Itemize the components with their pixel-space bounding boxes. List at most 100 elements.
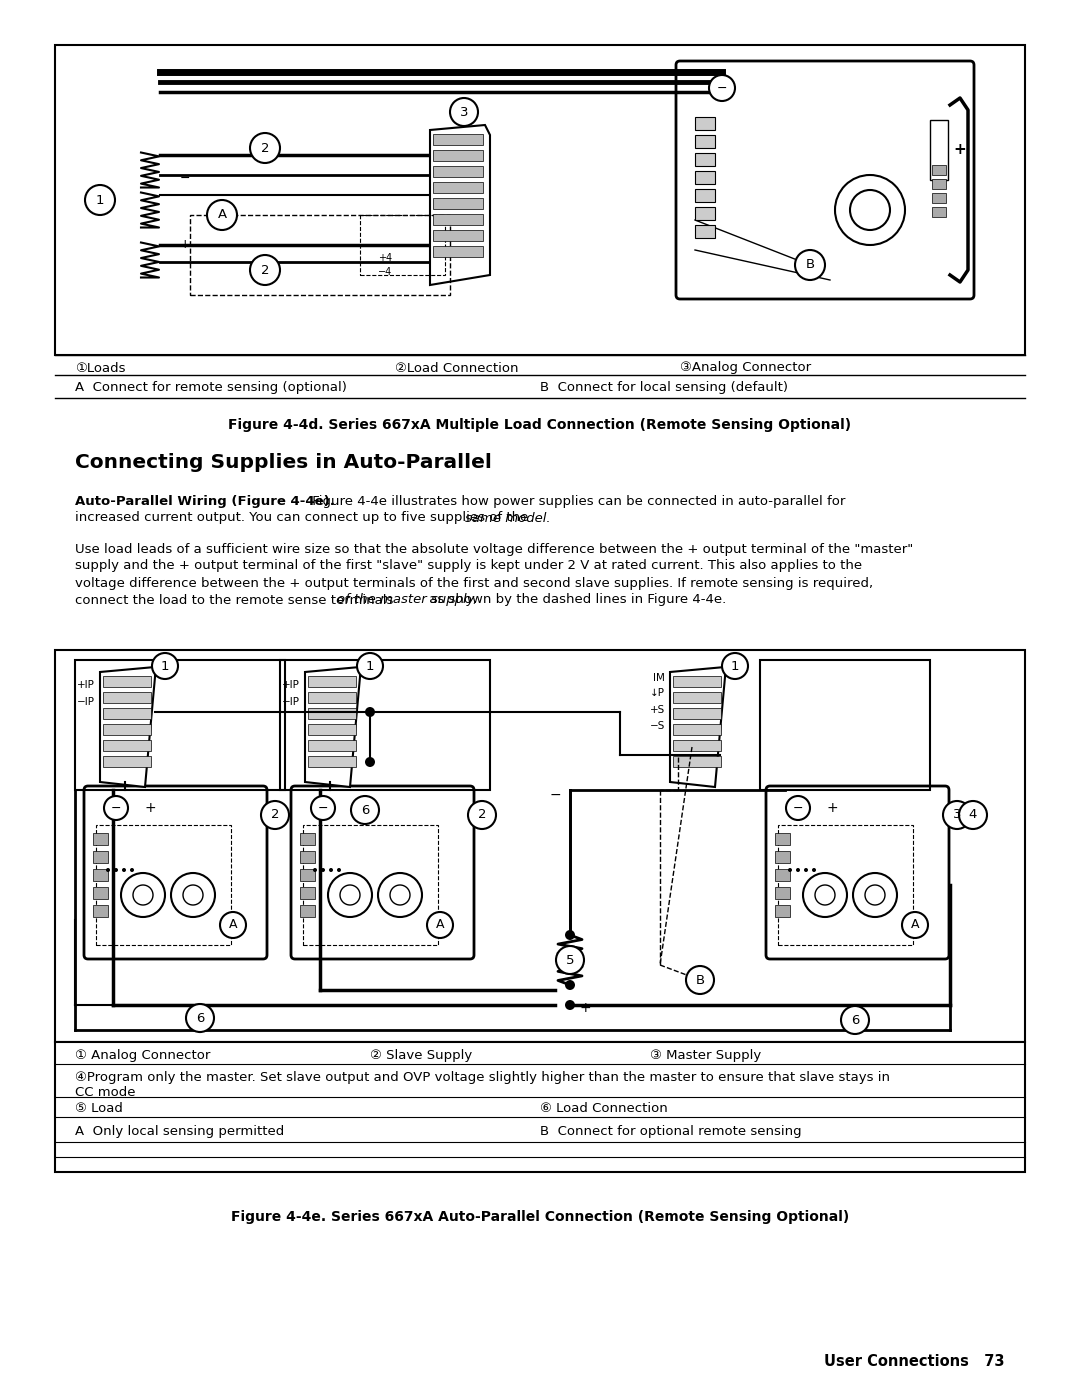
Text: ③ Master Supply: ③ Master Supply: [650, 1049, 761, 1062]
Bar: [433, 149, 483, 161]
Circle shape: [329, 868, 333, 872]
Circle shape: [788, 868, 792, 872]
Bar: [775, 851, 789, 863]
Bar: [93, 905, 108, 916]
FancyBboxPatch shape: [291, 787, 474, 958]
Circle shape: [106, 868, 110, 872]
Bar: [93, 869, 108, 882]
Bar: [103, 740, 151, 752]
Text: 6: 6: [361, 803, 369, 816]
Circle shape: [133, 886, 153, 905]
Bar: [75, 659, 285, 789]
Circle shape: [959, 800, 987, 828]
Text: Connecting Supplies in Auto-Parallel: Connecting Supplies in Auto-Parallel: [75, 453, 491, 472]
Text: 6: 6: [851, 1013, 860, 1027]
Circle shape: [261, 800, 289, 828]
Circle shape: [130, 868, 134, 872]
Bar: [308, 756, 356, 767]
Bar: [673, 676, 721, 687]
Text: CC mode: CC mode: [75, 1085, 135, 1098]
Bar: [433, 231, 483, 242]
Bar: [190, 215, 450, 295]
Circle shape: [427, 912, 453, 937]
Text: +: +: [579, 1002, 591, 1016]
Bar: [303, 826, 438, 944]
Circle shape: [328, 873, 372, 916]
Text: supply and the + output terminal of the first "slave" supply is kept under 2 V a: supply and the + output terminal of the …: [75, 560, 862, 573]
Text: +: +: [351, 800, 363, 814]
Text: 5: 5: [566, 954, 575, 967]
Text: ① Analog Connector: ① Analog Connector: [75, 1049, 211, 1062]
Text: +4: +4: [378, 253, 392, 263]
Text: −: −: [550, 788, 561, 802]
Text: B  Connect for optional remote sensing: B Connect for optional remote sensing: [540, 1126, 801, 1139]
Circle shape: [450, 98, 478, 126]
Text: A  Connect for remote sensing (optional): A Connect for remote sensing (optional): [75, 381, 347, 394]
Text: ①Loads: ①Loads: [75, 362, 125, 374]
Bar: [433, 166, 483, 177]
Bar: [673, 708, 721, 719]
Bar: [775, 869, 789, 882]
Circle shape: [85, 184, 114, 215]
Text: −: −: [793, 802, 804, 814]
Text: IM: IM: [653, 673, 665, 683]
Text: increased current output. You can connect up to five supplies of the: increased current output. You can connec…: [75, 511, 532, 524]
Circle shape: [365, 707, 375, 717]
Bar: [55, 45, 1025, 355]
Text: B  Connect for local sensing (default): B Connect for local sensing (default): [540, 381, 788, 394]
Circle shape: [841, 1006, 869, 1034]
Circle shape: [313, 868, 318, 872]
Bar: [433, 182, 483, 193]
Circle shape: [865, 886, 885, 905]
Text: −: −: [111, 802, 121, 814]
Circle shape: [340, 886, 360, 905]
Bar: [696, 225, 715, 237]
Text: 1: 1: [161, 659, 170, 672]
Circle shape: [321, 868, 325, 872]
Bar: [300, 851, 315, 863]
Bar: [932, 179, 946, 189]
Bar: [696, 136, 715, 148]
Bar: [932, 165, 946, 175]
Text: −: −: [179, 172, 190, 184]
Text: −: −: [318, 802, 328, 814]
Text: −S: −S: [650, 721, 665, 731]
Bar: [433, 198, 483, 210]
Text: User Connections   73: User Connections 73: [824, 1355, 1005, 1369]
Circle shape: [804, 868, 808, 872]
Text: connect the load to the remote sense terminals: connect the load to the remote sense ter…: [75, 594, 397, 606]
Text: ⑤ Load: ⑤ Load: [75, 1102, 123, 1115]
Bar: [55, 1042, 1025, 1172]
Text: 4: 4: [969, 809, 977, 821]
Circle shape: [835, 175, 905, 244]
Circle shape: [556, 946, 584, 974]
Text: 2: 2: [477, 809, 486, 821]
Circle shape: [114, 868, 118, 872]
Circle shape: [565, 930, 575, 940]
Circle shape: [337, 868, 341, 872]
Text: ②Load Connection: ②Load Connection: [395, 362, 518, 374]
Circle shape: [220, 912, 246, 937]
Text: Figure 4-4e. Series 667xA Auto-Parallel Connection (Remote Sensing Optional): Figure 4-4e. Series 667xA Auto-Parallel …: [231, 1210, 849, 1224]
Circle shape: [357, 652, 383, 679]
Bar: [760, 659, 930, 789]
Text: +S: +S: [650, 705, 665, 715]
Bar: [103, 756, 151, 767]
Text: of the master supply,: of the master supply,: [337, 594, 477, 606]
Circle shape: [183, 886, 203, 905]
Bar: [308, 692, 356, 703]
Text: +: +: [145, 800, 156, 814]
Text: as shown by the dashed lines in Figure 4-4e.: as shown by the dashed lines in Figure 4…: [426, 594, 726, 606]
Circle shape: [249, 256, 280, 285]
Bar: [673, 724, 721, 735]
Polygon shape: [100, 666, 156, 787]
Bar: [433, 214, 483, 225]
Bar: [103, 708, 151, 719]
Circle shape: [853, 873, 897, 916]
Bar: [673, 692, 721, 703]
Text: −: −: [717, 81, 727, 95]
Bar: [93, 887, 108, 900]
Polygon shape: [430, 124, 490, 285]
Circle shape: [249, 133, 280, 163]
Text: 2: 2: [271, 809, 280, 821]
